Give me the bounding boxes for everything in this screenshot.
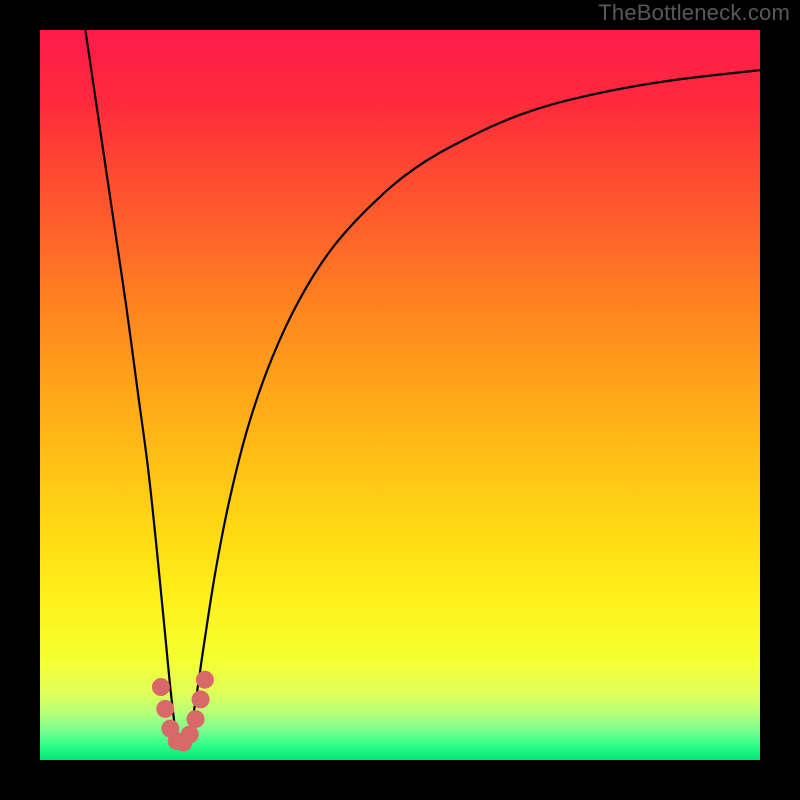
plot-gradient-background — [40, 30, 760, 760]
dip-marker — [187, 710, 205, 728]
dip-marker — [152, 678, 170, 696]
dip-marker — [181, 725, 199, 743]
dip-marker — [196, 671, 214, 689]
watermark-text: TheBottleneck.com — [598, 0, 790, 26]
dip-marker — [192, 690, 210, 708]
dip-marker — [156, 700, 174, 718]
bottleneck-chart — [0, 0, 800, 800]
